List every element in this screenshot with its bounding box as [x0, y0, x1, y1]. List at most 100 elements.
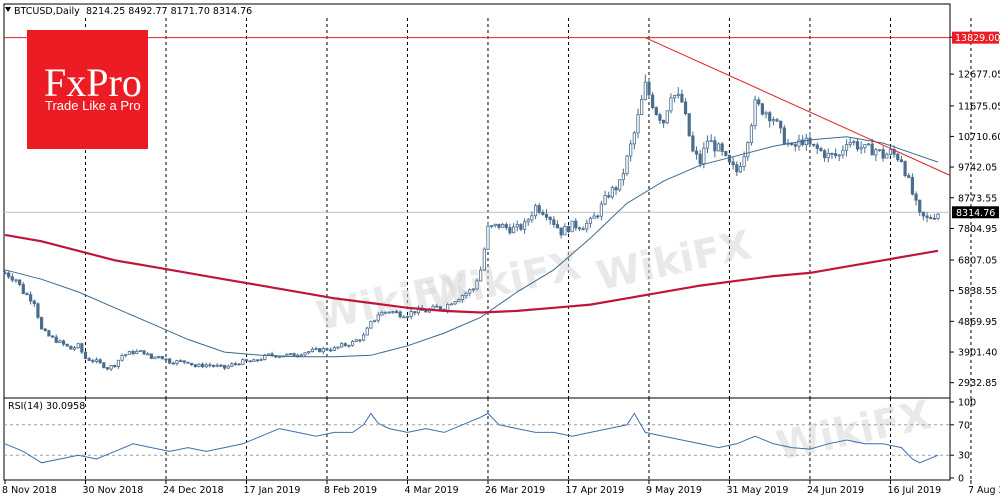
candle-body	[522, 221, 527, 230]
candle-body	[501, 224, 505, 228]
candle-body	[918, 199, 922, 213]
candle-body	[91, 360, 95, 362]
candle-body	[157, 355, 161, 358]
candle-body	[3, 272, 7, 275]
logo-tagline: Trade Like a Pro	[45, 98, 141, 113]
dropdown-triangle-icon[interactable]	[5, 7, 11, 12]
candle-body	[555, 224, 560, 229]
candle-body	[219, 364, 223, 367]
candle-body	[105, 367, 110, 370]
candle-body	[625, 155, 629, 174]
candle-body	[321, 348, 325, 353]
candle-body	[636, 114, 640, 134]
descending-trendline	[645, 37, 951, 176]
candle-body	[903, 161, 907, 176]
candle-body	[83, 351, 88, 360]
candle-body	[354, 339, 358, 342]
candle-body	[552, 219, 556, 225]
candle-body	[438, 306, 443, 310]
candle-body	[519, 224, 523, 230]
candle-body	[226, 365, 230, 369]
candle-body	[782, 127, 786, 145]
candle-body	[874, 149, 878, 156]
candle-body	[541, 211, 545, 215]
candle-body	[735, 164, 739, 173]
candle-body	[881, 149, 885, 159]
candle-body	[248, 360, 252, 363]
candle-body	[760, 103, 764, 115]
candle-body	[914, 193, 918, 201]
date-axis: 8 Nov 2018 30 Nov 2018 24 Dec 2018 17 Jan 2…	[2, 480, 1000, 496]
candle-body	[713, 140, 717, 152]
candle-body	[738, 166, 743, 173]
date-tick-label: 30 Nov 2018	[82, 485, 143, 496]
candle-body	[830, 153, 834, 155]
candle-body	[702, 147, 706, 165]
candle-body	[80, 343, 84, 353]
candle-body	[855, 141, 860, 150]
candle-body	[683, 101, 688, 115]
candle-body	[153, 356, 157, 359]
candle-body	[65, 343, 69, 347]
rsi-series	[4, 412, 950, 464]
candle-body	[197, 363, 201, 367]
resistance-label: 13829.00	[955, 33, 1000, 44]
trendline-layer	[645, 37, 951, 176]
candle-body	[54, 336, 58, 343]
rsi-tick-label: 70	[958, 420, 970, 431]
candle-body	[200, 363, 205, 368]
candle-body	[405, 316, 410, 318]
candle-body	[508, 227, 512, 234]
candlestick-series	[3, 74, 940, 372]
candle-body	[585, 222, 589, 230]
rsi-tick-label: 0	[958, 474, 964, 485]
price-tick-label: 10710.60	[958, 132, 1000, 143]
candle-body	[347, 344, 351, 347]
candle-body	[607, 195, 611, 198]
date-tick-label: 16 Jul 2019	[887, 485, 941, 496]
candle-body	[113, 365, 117, 368]
candle-body	[215, 364, 219, 367]
candle-body	[29, 294, 33, 302]
candle-body	[424, 310, 428, 313]
candle-body	[314, 348, 318, 350]
candle-body	[577, 227, 582, 230]
candle-body	[574, 220, 578, 229]
candle-body	[929, 217, 933, 219]
price-tick-label: 9742.05	[958, 163, 997, 174]
candle-body	[775, 119, 779, 122]
candle-body	[716, 143, 721, 152]
candle-body	[563, 226, 567, 236]
price-tick-label: 2932.85	[958, 378, 997, 389]
candle-body	[329, 349, 333, 352]
candle-body	[39, 317, 44, 330]
candle-body	[815, 144, 819, 149]
candle-body	[866, 143, 871, 146]
candle-body	[640, 99, 644, 116]
candle-body	[863, 144, 867, 149]
candle-body	[409, 311, 413, 317]
candle-body	[771, 119, 775, 122]
candle-body	[797, 139, 801, 147]
candle-body	[629, 143, 633, 157]
candle-body	[94, 359, 99, 362]
candle-body	[292, 353, 296, 357]
current-price-label: 8314.76	[956, 208, 995, 219]
candle-body	[826, 153, 830, 159]
candle-body	[14, 279, 18, 282]
candle-body	[244, 359, 249, 362]
logo-brand: FxPro	[44, 60, 142, 105]
candle-body	[672, 95, 677, 99]
candle-body	[193, 364, 197, 367]
candle-body	[402, 316, 406, 319]
candle-body	[361, 334, 366, 341]
candle-body	[413, 311, 417, 314]
candle-body	[727, 154, 732, 163]
candle-body	[376, 314, 380, 321]
candle-body	[720, 143, 724, 152]
date-tick-label: 4 Mar 2019	[404, 485, 458, 496]
candle-body	[255, 359, 260, 362]
candle-body	[383, 311, 388, 314]
date-tick-label: 17 Jan 2019	[243, 485, 300, 496]
